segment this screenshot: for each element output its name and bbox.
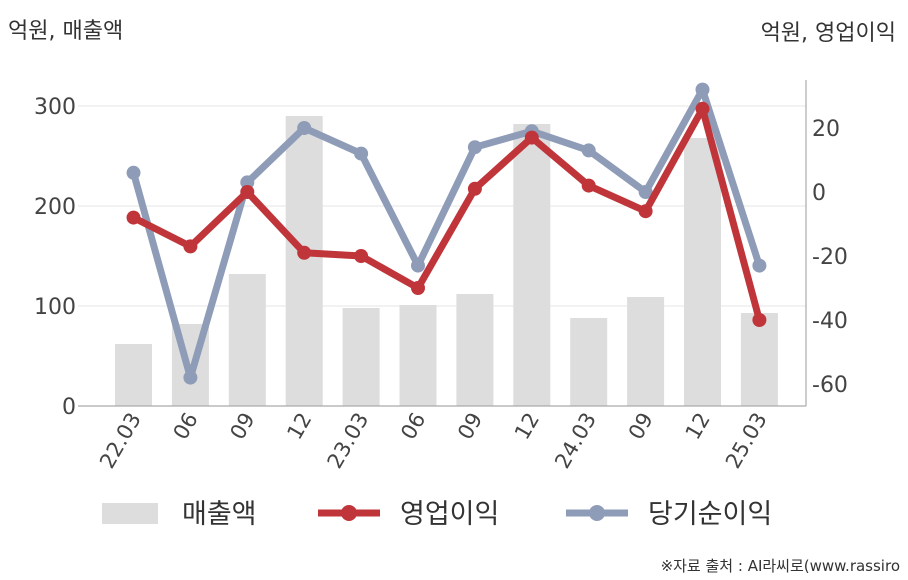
bar bbox=[399, 305, 437, 406]
right-tick-label: -20 bbox=[812, 245, 848, 270]
legend-marker bbox=[341, 505, 357, 521]
x-tick-label: 12 bbox=[510, 409, 544, 444]
left-tick-label: 200 bbox=[34, 195, 76, 220]
data-point bbox=[411, 258, 425, 273]
data-point bbox=[354, 146, 369, 161]
line-series bbox=[126, 82, 767, 385]
x-tick-label: 12 bbox=[681, 409, 715, 444]
x-tick-label: 06 bbox=[169, 409, 203, 444]
x-tick-label: 23.03 bbox=[323, 409, 374, 473]
bar bbox=[285, 116, 323, 406]
data-point bbox=[297, 121, 312, 135]
x-tick-label: 24.03 bbox=[550, 409, 601, 473]
bar bbox=[228, 274, 266, 406]
right-tick-label: 20 bbox=[812, 117, 840, 142]
left-tick-label: 0 bbox=[62, 395, 76, 420]
data-point bbox=[240, 185, 255, 199]
x-tick-label: 25.03 bbox=[721, 409, 772, 473]
data-point bbox=[126, 165, 141, 180]
data-point bbox=[752, 258, 767, 273]
data-point bbox=[183, 239, 198, 254]
data-point bbox=[638, 204, 653, 219]
right-tick-label: -40 bbox=[812, 309, 848, 334]
right-tick-label: -60 bbox=[812, 373, 848, 398]
bar bbox=[115, 344, 152, 406]
data-point bbox=[752, 313, 767, 327]
bar bbox=[513, 124, 551, 406]
data-point bbox=[126, 210, 141, 225]
data-point bbox=[467, 181, 482, 196]
source-note: ※자료 출처 : AI라씨로(www.rassiro bbox=[661, 557, 900, 575]
data-point bbox=[581, 143, 596, 158]
legend-swatch bbox=[102, 503, 158, 524]
data-point bbox=[695, 82, 710, 97]
bar bbox=[456, 294, 494, 406]
left-tick-label: 100 bbox=[34, 295, 76, 320]
x-tick-label: 09 bbox=[453, 409, 487, 444]
x-tick-label: 12 bbox=[282, 409, 316, 444]
legend-label: 매출액 bbox=[182, 499, 257, 530]
data-point bbox=[240, 175, 255, 190]
bar bbox=[570, 318, 608, 406]
x-tick-label: 22.03 bbox=[95, 409, 146, 473]
x-tick-label: 09 bbox=[225, 409, 259, 444]
legend-label: 영업이익 bbox=[400, 499, 499, 530]
data-point bbox=[695, 101, 710, 116]
legend-label: 당기순이익 bbox=[648, 499, 772, 530]
bar bbox=[627, 297, 665, 406]
data-point bbox=[183, 370, 198, 385]
legend-marker bbox=[589, 505, 605, 521]
left-tick-label: 300 bbox=[34, 95, 76, 120]
right-tick-label: 0 bbox=[812, 181, 826, 206]
bar-series bbox=[115, 116, 778, 406]
right-axis-unit-label: 억원, 영업이익 bbox=[761, 21, 896, 46]
data-point bbox=[354, 249, 369, 263]
legend: 매출액 영업이익 당기순이익 bbox=[102, 499, 772, 530]
bar bbox=[684, 138, 721, 406]
series-line bbox=[130, 86, 763, 382]
data-point bbox=[467, 140, 482, 155]
series-line bbox=[130, 105, 763, 324]
data-point bbox=[411, 281, 425, 295]
bar bbox=[740, 313, 778, 406]
bar bbox=[342, 308, 380, 406]
data-point bbox=[524, 130, 539, 145]
data-point bbox=[581, 178, 596, 193]
data-point bbox=[638, 185, 653, 199]
data-point bbox=[297, 245, 312, 260]
x-tick-label: 09 bbox=[624, 409, 658, 444]
x-tick-label: 06 bbox=[396, 409, 430, 444]
left-axis-unit-label: 억원, 매출액 bbox=[8, 19, 123, 44]
